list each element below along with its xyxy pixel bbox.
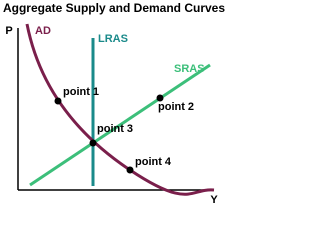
diagram: Aggregate Supply and Demand Curves P Y L… [3,1,225,206]
y-axis-label: P [5,25,12,37]
point-marker [89,139,97,147]
x-axis-label: Y [210,194,218,206]
point-label: point 2 [158,101,194,113]
point-label: point 4 [135,156,172,168]
ad-label: AD [35,25,51,37]
lras-label: LRAS [98,33,128,45]
point-marker [156,94,164,102]
point-label: point 3 [97,123,133,135]
point-marker [126,166,134,174]
sras-label: SRAS [174,63,205,75]
title: Aggregate Supply and Demand Curves [3,1,225,15]
ad-curve [25,23,215,196]
sras-line [29,63,211,187]
point-marker [54,97,62,105]
point-label: point 1 [63,86,99,98]
